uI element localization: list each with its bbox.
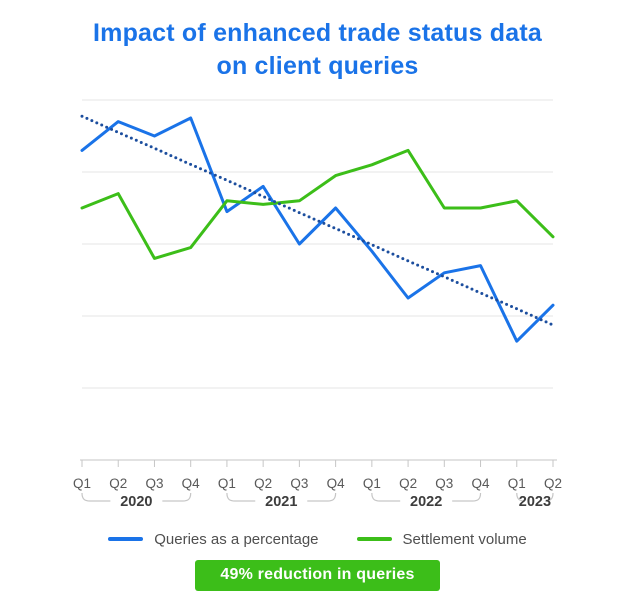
legend-label: Settlement volume — [402, 530, 527, 548]
x-axis-quarter-label: Q2 — [254, 476, 272, 491]
x-axis-quarter-label: Q3 — [145, 476, 163, 491]
x-axis-quarter-label: Q4 — [327, 476, 346, 491]
x-axis-year-label: 2021 — [265, 494, 297, 510]
x-axis-year-label: 2023 — [519, 494, 551, 510]
year-bracket-right — [307, 492, 337, 502]
page-title-line2: on client queries — [216, 52, 419, 80]
reduction-badge: 49% reduction in queries — [195, 560, 440, 591]
x-axis-year-label: 2020 — [120, 494, 152, 510]
legend-swatch — [108, 537, 144, 541]
x-axis-quarter-label: Q1 — [218, 476, 236, 491]
legend-swatch — [356, 537, 392, 541]
year-bracket-right — [162, 492, 192, 502]
chart-canvas: Q1 Q2 Q3 Q4 2020 Q1 Q2 Q3 Q4 2021 Q1 Q2 Q3 Q4 2022 Q1 Q2… — [73, 99, 562, 510]
reduction-badge-label: 49% reduction in queries — [220, 566, 415, 583]
legend-item-queries-as-a-percentage: Queries as a percentage — [108, 530, 319, 548]
chart-legend: Queries as a percentage Settlement volume — [0, 529, 635, 549]
x-axis-quarter-label: Q1 — [363, 476, 381, 491]
x-axis-quarter-label: Q4 — [472, 476, 491, 491]
x-axis-quarter-label: Q2 — [544, 476, 562, 491]
year-bracket-right — [544, 492, 554, 502]
series-line-trend-of-queries — [80, 114, 555, 327]
x-axis-quarter-label: Q2 — [109, 476, 127, 491]
year-bracket-right — [452, 492, 482, 502]
x-axis-quarter-label: Q1 — [73, 476, 91, 491]
x-axis-quarter-label: Q1 — [508, 476, 526, 491]
year-bracket-left — [516, 492, 525, 502]
page-title-line1: Impact of enhanced trade status data — [93, 19, 542, 47]
annotation-row: 49% reduction in queries — [0, 560, 635, 591]
year-bracket-left — [81, 492, 111, 502]
x-axis-quarter-label: Q4 — [182, 476, 201, 491]
year-bracket-left — [226, 492, 256, 502]
year-bracket-left — [371, 492, 401, 502]
x-axis-quarter-label: Q3 — [435, 476, 453, 491]
legend-label: Queries as a percentage — [154, 530, 319, 548]
series-line-queries-as-a-percentage — [80, 116, 555, 343]
x-axis-year-label: 2022 — [410, 494, 442, 510]
x-axis-quarter-label: Q2 — [399, 476, 417, 491]
x-axis-quarter-label: Q3 — [290, 476, 308, 491]
series-line-settlement-volume — [80, 148, 555, 260]
legend-item-settlement-volume: Settlement volume — [356, 530, 527, 548]
page-title: Impact of enhanced trade status data on … — [0, 0, 635, 83]
